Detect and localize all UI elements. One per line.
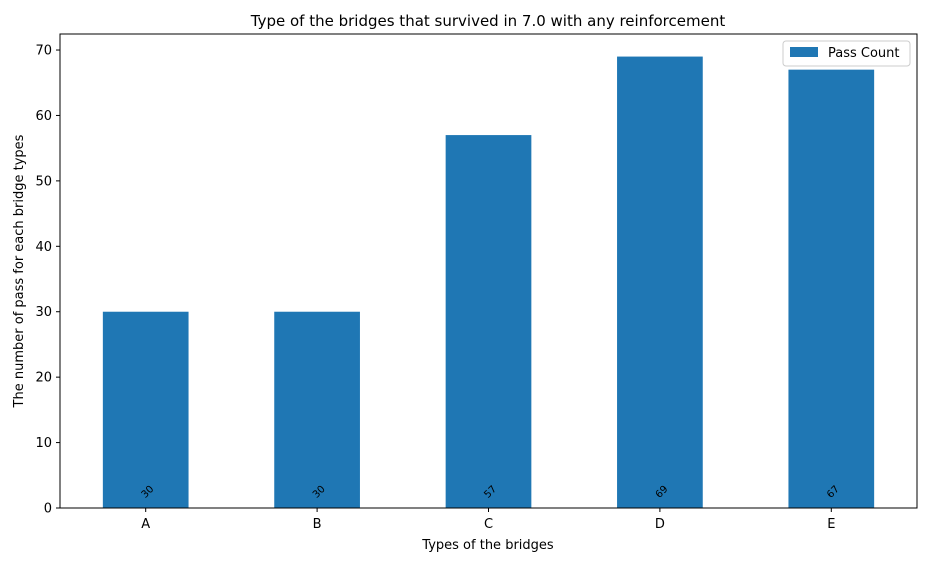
y-tick-label-60: 60 bbox=[35, 109, 52, 124]
y-tick-label-50: 50 bbox=[35, 174, 52, 189]
legend-swatch-pass-count bbox=[790, 47, 818, 57]
bar-a bbox=[102, 311, 189, 508]
x-axis-label: Types of the bridges bbox=[421, 538, 554, 553]
y-axis-label: The number of pass for each bridge types bbox=[12, 134, 27, 408]
x-tick-label-e: E bbox=[827, 517, 835, 532]
x-tick-label-d: D bbox=[655, 517, 665, 532]
x-axis: A B C D E bbox=[141, 508, 835, 532]
y-tick-label-70: 70 bbox=[35, 44, 52, 59]
y-tick-label-20: 20 bbox=[35, 371, 52, 386]
bar-b bbox=[274, 311, 360, 508]
bar-d bbox=[617, 56, 703, 508]
chart-title: Type of the bridges that survived in 7.0… bbox=[250, 12, 726, 30]
bar-e bbox=[788, 69, 875, 508]
legend: Pass Count bbox=[782, 40, 911, 67]
value-labels-group: 30 30 57 69 67 bbox=[140, 484, 842, 501]
y-tick-label-40: 40 bbox=[35, 240, 52, 255]
x-tick-label-a: A bbox=[141, 517, 150, 532]
y-tick-label-30: 30 bbox=[35, 305, 52, 320]
x-tick-label-c: C bbox=[484, 517, 493, 532]
bars-group bbox=[102, 56, 875, 508]
legend-label-pass-count: Pass Count bbox=[828, 46, 900, 61]
x-tick-label-b: B bbox=[313, 517, 322, 532]
bar-c bbox=[445, 135, 532, 508]
y-axis: 0 10 20 30 40 50 60 70 bbox=[35, 44, 60, 517]
y-tick-label-0: 0 bbox=[44, 502, 52, 517]
y-tick-label-10: 10 bbox=[35, 436, 52, 451]
